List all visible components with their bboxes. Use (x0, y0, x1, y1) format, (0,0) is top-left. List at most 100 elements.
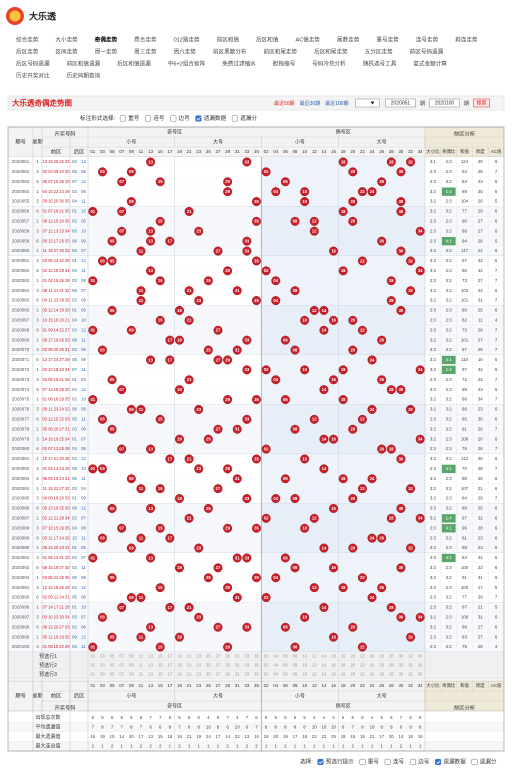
preselect-number[interactable]: 21 (187, 672, 192, 677)
preselect-number[interactable]: 06 (283, 672, 288, 677)
nav-link[interactable]: 质合走势 (134, 35, 157, 43)
nav-link[interactable]: 后区和值 (256, 35, 279, 43)
preselect-number[interactable]: 13 (148, 663, 153, 668)
preselect-number[interactable]: 34 (418, 672, 423, 677)
preselect-number[interactable]: 26 (379, 663, 384, 668)
checkbox[interactable] (317, 758, 324, 765)
preselect-number[interactable]: 35 (254, 663, 259, 668)
nav-link[interactable]: 周三走势 (134, 47, 157, 55)
preselect-number[interactable]: 33 (245, 663, 250, 668)
preselect-number[interactable]: 12 (312, 654, 317, 659)
preselect-number[interactable]: 27 (216, 663, 221, 668)
preselect-number[interactable]: 14 (322, 654, 327, 659)
quick-link[interactable]: 最近100期 (325, 100, 348, 107)
preselect-number[interactable]: 33 (245, 654, 250, 659)
preselect-number[interactable]: 22 (360, 672, 365, 677)
nav-link[interactable]: 012路走势 (174, 35, 201, 43)
preselect-number[interactable]: 08 (293, 663, 298, 668)
preselect-number[interactable]: 24 (370, 654, 375, 659)
preselect-number[interactable]: 08 (293, 654, 298, 659)
nav-link[interactable]: 后区走势 (16, 47, 39, 55)
nav-link[interactable]: 历史同期查询 (67, 71, 101, 79)
preselect-number[interactable]: 22 (360, 654, 365, 659)
checkbox[interactable] (471, 758, 478, 765)
preselect-number[interactable]: 34 (418, 654, 423, 659)
nav-link[interactable]: 尾数走势 (337, 35, 360, 43)
preselect-number[interactable]: 34 (418, 663, 423, 668)
preselect-number[interactable]: 30 (399, 672, 404, 677)
checkbox-label[interactable]: 预选行提示 (326, 757, 354, 765)
preselect-number[interactable]: 15 (158, 672, 163, 677)
preselect-number[interactable]: 19 (177, 663, 182, 668)
preselect-number[interactable]: 06 (283, 663, 288, 668)
checkbox-label[interactable]: 连号 (393, 757, 405, 765)
checkbox[interactable] (409, 758, 416, 765)
nav-link[interactable]: 前区和值遗漏 (67, 59, 101, 67)
checkbox[interactable] (119, 115, 126, 122)
preselect-number[interactable]: 04 (273, 663, 278, 668)
preselect-number[interactable]: 09 (129, 663, 134, 668)
nav-link[interactable]: 后区号码遗漏 (16, 59, 50, 67)
nav-link[interactable]: 前区和尾走势 (264, 47, 298, 55)
checkbox-label[interactable]: 重号 (128, 114, 140, 122)
nav-link[interactable]: 周一走势 (95, 47, 118, 55)
checkbox[interactable] (231, 115, 238, 122)
preselect-number[interactable]: 20 (350, 654, 355, 659)
preselect-number[interactable]: 27 (216, 672, 221, 677)
preselect-number[interactable]: 15 (158, 663, 163, 668)
preselect-number[interactable]: 03 (100, 663, 105, 668)
preselect-number[interactable]: 01 (90, 654, 95, 659)
preselect-number[interactable]: 24 (370, 663, 375, 668)
checkbox-label[interactable]: 重号 (368, 757, 380, 765)
preselect-number[interactable]: 28 (389, 663, 394, 668)
preselect-number[interactable]: 25 (206, 672, 211, 677)
preselect-number[interactable]: 26 (379, 654, 384, 659)
preselect-number[interactable]: 32 (408, 654, 413, 659)
nav-link[interactable]: 大小走势 (55, 35, 78, 43)
preselect-number[interactable]: 03 (100, 654, 105, 659)
preselect-number[interactable]: 01 (90, 663, 95, 668)
preselect-number[interactable]: 32 (408, 663, 413, 668)
preselect-number[interactable]: 19 (177, 672, 182, 677)
preselect-number[interactable]: 21 (187, 663, 192, 668)
nav-link[interactable]: 综合走势 (16, 35, 39, 43)
preselect-number[interactable]: 10 (302, 654, 307, 659)
nav-link[interactable]: 中6+2组合矩阵 (168, 59, 206, 67)
preselect-number[interactable]: 35 (254, 654, 259, 659)
preselect-number[interactable]: 23 (196, 663, 201, 668)
checkbox-label[interactable]: 遗漏分 (240, 114, 257, 122)
nav-link[interactable]: 前区和值 (217, 35, 240, 43)
preselect-number[interactable]: 32 (408, 672, 413, 677)
nav-link[interactable]: 前区黑散分布 (213, 47, 247, 55)
preselect-number[interactable]: 30 (399, 663, 404, 668)
preselect-number[interactable]: 02 (264, 672, 269, 677)
preselect-number[interactable]: 30 (399, 654, 404, 659)
nav-link[interactable]: 奇偶走势 (95, 35, 118, 43)
nav-link[interactable]: 连号走势 (416, 35, 439, 43)
preselect-number[interactable]: 28 (389, 672, 394, 677)
preselect-number[interactable]: 08 (293, 672, 298, 677)
checkbox[interactable] (145, 115, 152, 122)
nav-link[interactable]: 免费过滤缩水 (222, 59, 256, 67)
nav-link[interactable]: 区间走势 (55, 47, 78, 55)
checkbox-label[interactable]: 遗漏分 (480, 757, 497, 765)
preselect-number[interactable]: 05 (110, 654, 115, 659)
preselect-number[interactable]: 14 (322, 672, 327, 677)
preselect-number[interactable]: 14 (322, 663, 327, 668)
nav-link[interactable]: 周六走势 (174, 47, 197, 55)
preselect-number[interactable]: 24 (370, 672, 375, 677)
preselect-number[interactable]: 18 (341, 672, 346, 677)
preselect-number[interactable]: 16 (331, 654, 336, 659)
preselect-number[interactable]: 23 (196, 672, 201, 677)
checkbox[interactable] (359, 758, 366, 765)
preselect-number[interactable]: 11 (139, 672, 144, 677)
nav-link[interactable]: AC值走势 (295, 35, 320, 43)
preselect-number[interactable]: 25 (206, 663, 211, 668)
preselect-number[interactable]: 01 (90, 672, 95, 677)
checkbox[interactable] (195, 115, 202, 122)
preselect-number[interactable]: 10 (302, 672, 307, 677)
preselect-number[interactable]: 35 (254, 672, 259, 677)
preselect-number[interactable]: 04 (273, 654, 278, 659)
preselect-number[interactable]: 03 (100, 672, 105, 677)
nav-link[interactable]: 历史开奖对比 (16, 71, 50, 79)
